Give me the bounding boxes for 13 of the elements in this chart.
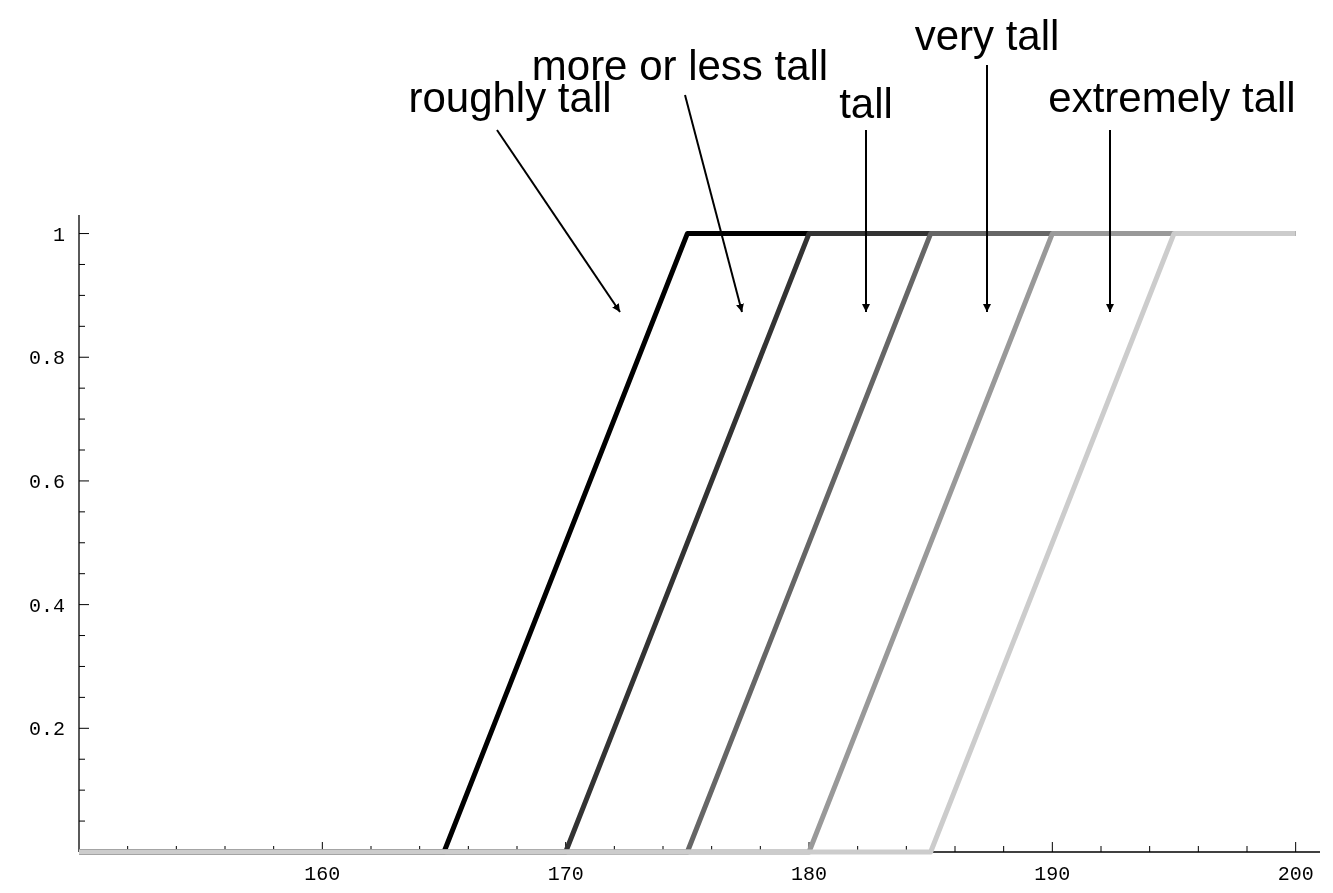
y-tick-label: 0.8 — [28, 347, 65, 371]
x-tick-label: 170 — [547, 863, 584, 886]
x-tick-label: 200 — [1277, 863, 1314, 886]
x-tick-label: 190 — [1034, 863, 1071, 886]
y-tick-label: 0.4 — [28, 594, 65, 618]
y-tick-label: 1 — [52, 223, 65, 247]
y-tick-label: 0.6 — [28, 470, 65, 494]
text: very tall — [914, 12, 1060, 59]
x-tick-label: 160 — [304, 863, 341, 886]
text: tall — [839, 80, 893, 127]
y-tick-label: 0.2 — [28, 718, 65, 742]
text: extremely tall — [1048, 74, 1296, 121]
x-tick-label: 180 — [790, 863, 828, 886]
